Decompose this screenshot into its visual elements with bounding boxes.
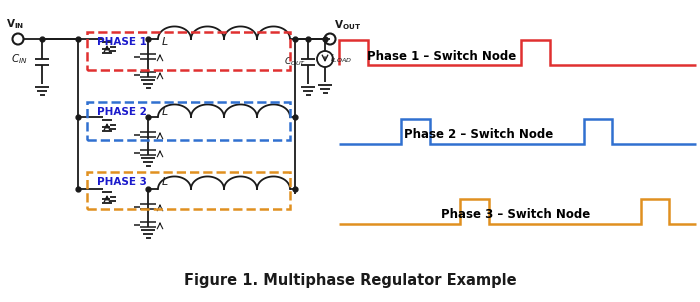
Text: $\mathbf{V_{IN}}$: $\mathbf{V_{IN}}$ <box>6 17 24 31</box>
Text: $\mathbf{V_{OUT}}$: $\mathbf{V_{OUT}}$ <box>334 18 361 32</box>
Text: L: L <box>162 37 168 47</box>
Text: PHASE 3: PHASE 3 <box>97 177 147 187</box>
Text: Phase 1 – Switch Node: Phase 1 – Switch Node <box>367 50 517 63</box>
Text: L: L <box>162 177 168 187</box>
Text: Phase 3 – Switch Node: Phase 3 – Switch Node <box>441 208 590 221</box>
Text: PHASE 2: PHASE 2 <box>97 107 147 117</box>
Text: Figure 1. Multiphase Regulator Example: Figure 1. Multiphase Regulator Example <box>183 273 517 288</box>
Text: L: L <box>162 107 168 117</box>
Text: Phase 2 – Switch Node: Phase 2 – Switch Node <box>404 128 553 142</box>
Text: PHASE 1: PHASE 1 <box>97 37 147 47</box>
Text: $C_{IN}$: $C_{IN}$ <box>11 52 28 66</box>
Text: $C_{OUT}$: $C_{OUT}$ <box>284 56 306 68</box>
Text: $I_{LOAD}$: $I_{LOAD}$ <box>330 53 352 65</box>
